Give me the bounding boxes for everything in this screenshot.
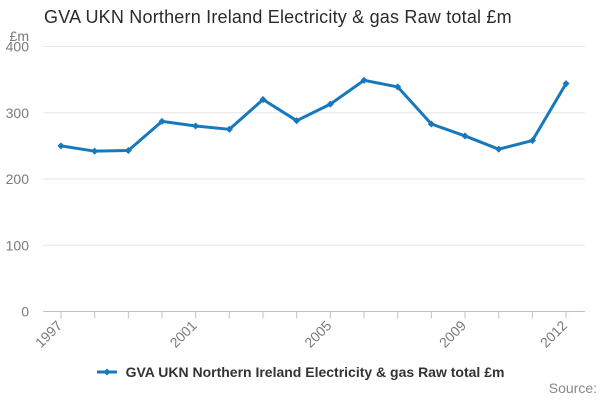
data-point-marker[interactable] [394,83,402,91]
data-point-marker[interactable] [91,147,99,155]
data-point-marker[interactable] [528,137,536,145]
y-tick-label: 400 [6,39,30,55]
x-tick-label: 2001 [166,317,199,350]
data-point-marker[interactable] [326,100,334,108]
x-tick-label: 2009 [436,317,469,350]
x-tick-label: 2012 [537,317,570,350]
data-point-marker[interactable] [293,117,301,125]
y-tick-label: 100 [6,237,30,253]
y-tick-label: 300 [6,105,30,121]
data-point-marker[interactable] [360,76,368,84]
data-point-marker[interactable] [259,95,267,104]
x-tick-label: 2005 [301,317,334,350]
source-label: Source: [548,380,597,396]
y-tick-label: 200 [6,171,30,187]
data-point-marker[interactable] [192,122,200,130]
legend-label: GVA UKN Northern Ireland Electricity & g… [125,364,505,380]
x-tick-label: 1997 [32,317,65,350]
chart-title: GVA UKN Northern Ireland Electricity & g… [44,7,512,27]
data-point-marker[interactable] [495,145,503,153]
legend-marker-icon [96,368,117,376]
series-line[interactable] [59,78,568,153]
data-point-marker[interactable] [225,125,233,133]
data-point-marker[interactable] [158,117,166,125]
data-point-marker[interactable] [427,120,435,128]
data-point-marker[interactable] [124,146,132,155]
y-tick-label: 0 [21,304,29,320]
legend[interactable]: GVA UKN Northern Ireland Electricity & g… [0,361,600,383]
y-axis-unit-label: £m [10,28,29,44]
data-point-marker[interactable] [562,80,570,88]
data-point-marker[interactable] [57,142,65,150]
data-point-marker[interactable] [461,132,469,140]
